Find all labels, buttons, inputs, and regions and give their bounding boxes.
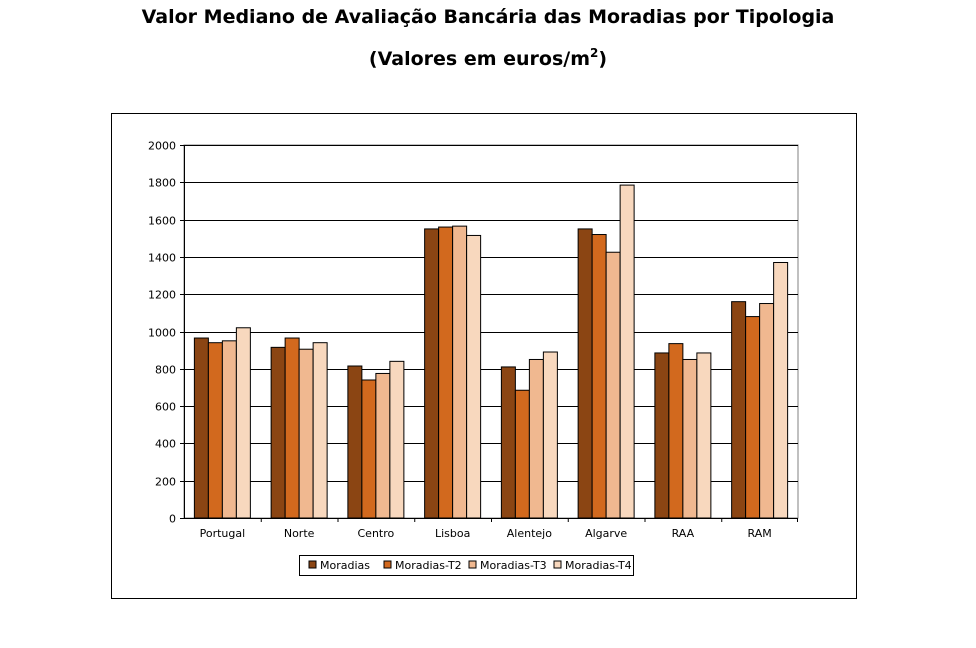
y-tick-label: 2000 [148, 140, 176, 153]
x-tick-label: RAA [672, 527, 695, 540]
x-tick-label: Alentejo [507, 527, 552, 540]
bar-moradias-centro [347, 365, 363, 519]
y-tick-label: 1000 [148, 327, 176, 340]
legend-label: Moradias-T4 [565, 559, 632, 572]
bar-moradias-t4-centro [389, 360, 405, 519]
legend-label: Moradias [320, 559, 370, 572]
bar-moradias-t2-alentejo [514, 389, 530, 519]
y-tick-label: 1600 [148, 215, 176, 228]
bar-moradias-t3-centro [375, 372, 391, 519]
legend-swatch [553, 560, 562, 569]
bar-moradias-t3-portugal [221, 340, 237, 519]
bar-moradias-t4-ram [773, 261, 789, 519]
legend-swatch [383, 560, 392, 569]
bar-moradias-ram [731, 301, 747, 519]
y-tick-label: 200 [155, 476, 176, 489]
y-tick-label: 1400 [148, 252, 176, 265]
bar-moradias-lisboa [424, 228, 440, 519]
bar-moradias-t2-centro [361, 379, 377, 519]
x-tick-label: RAM [748, 527, 772, 540]
bar-moradias-t4-alentejo [542, 351, 558, 519]
axes: 0 200 400 600 800 1000 1200 1400 1600 1800 2000 Por… [148, 140, 798, 540]
bar-moradias-t3-alentejo [528, 358, 544, 519]
legend-swatch [468, 560, 477, 569]
chart-title-close-paren: ) [598, 48, 608, 70]
legend-label: Moradias-T3 [480, 559, 547, 572]
legend-swatch [308, 560, 317, 569]
bars [193, 184, 789, 519]
x-tick-label: Centro [358, 527, 395, 540]
bar-moradias-t2-raa [668, 343, 684, 519]
chart-title-units: (Valores em euros/m [368, 48, 591, 70]
bar-moradias-t4-norte [312, 342, 328, 519]
y-tick-label: 1200 [148, 289, 176, 302]
x-tick-label: Algarve [585, 527, 627, 540]
bar-moradias-t2-algarve [591, 234, 607, 519]
bar-moradias-t2-portugal [207, 342, 223, 519]
x-tick-label: Portugal [200, 527, 246, 540]
x-tick-label: Norte [284, 527, 315, 540]
chart-title-line2: (Valores em euros/m2) [0, 46, 976, 70]
legend-label: Moradias-T2 [395, 559, 462, 572]
bar-moradias-t4-algarve [619, 184, 635, 519]
y-tick-label: 800 [155, 364, 176, 377]
bar-moradias-t3-raa [682, 358, 698, 519]
bar-moradias-t4-portugal [235, 327, 251, 519]
bar-moradias-norte [270, 346, 286, 519]
legend-box [299, 555, 634, 576]
y-tick-label: 600 [155, 401, 176, 414]
chart-title-line1: Valor Mediano de Avaliação Bancária das … [141, 6, 835, 28]
bar-moradias-t2-lisboa [438, 226, 454, 519]
bar-moradias-t3-ram [759, 303, 775, 519]
y-tick-label: 400 [155, 438, 176, 451]
legend: Moradias Moradias-T2 Moradias-T3 Moradias-T… [299, 555, 634, 576]
chart-title-superscript: 2 [590, 46, 599, 60]
bar-moradias-t2-ram [745, 316, 761, 519]
bar-moradias-raa [654, 352, 670, 519]
bar-moradias-t4-lisboa [466, 234, 482, 519]
y-tick-label: 1800 [148, 177, 176, 190]
bar-moradias-t2-norte [284, 337, 300, 519]
bar-moradias-algarve [577, 228, 593, 519]
bar-moradias-portugal [193, 337, 209, 519]
x-tick-label: Lisboa [435, 527, 470, 540]
bar-moradias-t3-algarve [605, 251, 621, 519]
bar-moradias-t3-lisboa [452, 225, 468, 519]
bar-moradias-t3-norte [298, 348, 314, 519]
bar-moradias-alentejo [500, 366, 516, 519]
y-tick-label: 0 [169, 513, 176, 526]
bar-moradias-t4-raa [696, 352, 712, 519]
